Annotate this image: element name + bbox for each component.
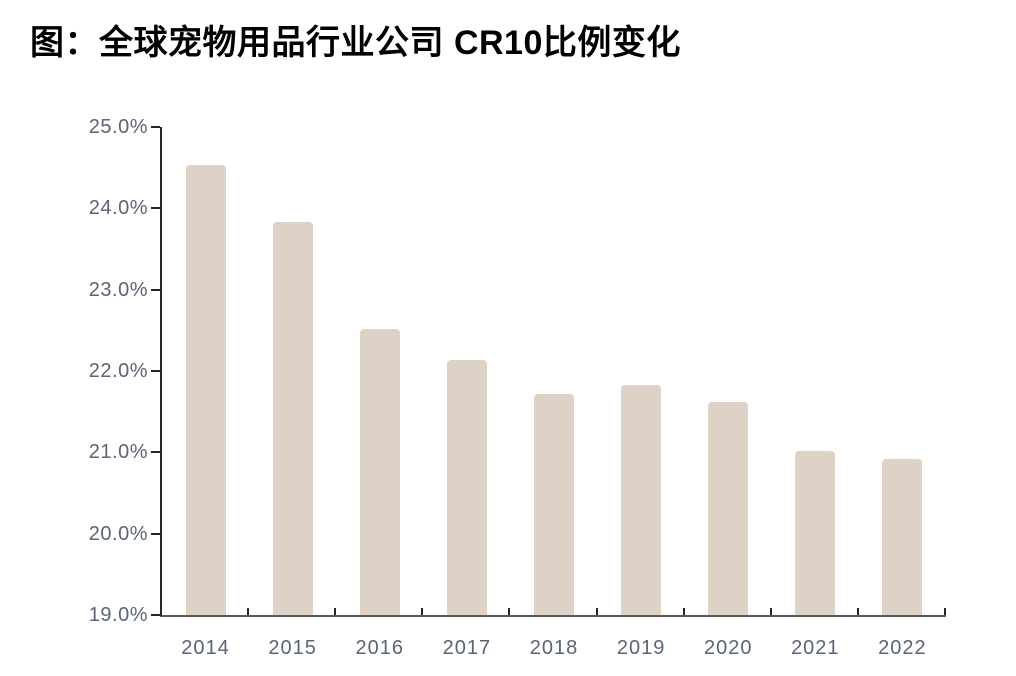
bar-2020: [708, 401, 749, 615]
bar-2022: [882, 458, 923, 615]
chart-title: 图：全球宠物用品行业公司 CR10比例变化: [30, 24, 681, 62]
bar-2019: [621, 384, 662, 615]
y-axis-tick-label: 21.0%: [88, 441, 148, 464]
x-axis-label: 2018: [529, 637, 579, 659]
bar-2021: [795, 450, 836, 615]
bar-2018: [534, 393, 574, 615]
bar-2014: [185, 165, 226, 615]
x-axis-label: 2020: [703, 637, 753, 659]
x-axis-label: 2017: [442, 637, 492, 659]
y-axis-tick: [151, 126, 160, 128]
x-axis-tick: [769, 608, 772, 615]
bar-chart-plot-area: 19.0% 20.0% 21.0% 22.0% 23.0% 24.0% 25.0% 2014 2…: [89, 116, 946, 659]
y-axis-tick-label: 23.0%: [88, 278, 148, 301]
x-axis-tick: [421, 608, 424, 615]
x-axis-tick: [595, 608, 598, 615]
x-axis-tick: [944, 608, 946, 615]
y-axis-tick-label: 20.0%: [88, 522, 148, 545]
x-axis-tick: [856, 608, 859, 615]
y-axis-tick-label: 22.0%: [88, 360, 148, 382]
y-axis-tick: [151, 532, 160, 535]
y-axis-tick-label: 19.0%: [88, 604, 148, 626]
y-axis-tick: [151, 207, 160, 210]
x-axis-label: 2021: [791, 637, 840, 659]
x-axis-tick: [247, 608, 250, 615]
y-axis-tick-label: 25.0%: [88, 116, 148, 138]
x-axis-tick: [334, 608, 337, 615]
x-axis-label: 2015: [268, 637, 317, 659]
y-axis-tick-label: 24.0%: [88, 197, 148, 220]
bar-2015: [272, 222, 313, 615]
x-axis-tick: [682, 608, 685, 615]
x-axis-label: 2019: [616, 637, 666, 659]
x-axis-label: 2022: [878, 637, 927, 659]
x-axis-label: 2016: [355, 637, 405, 659]
x-axis-label: 2014: [181, 637, 230, 659]
bar-2017: [446, 360, 487, 615]
y-axis-tick: [151, 614, 160, 616]
y-axis-tick: [151, 288, 160, 291]
y-axis-tick: [151, 370, 160, 372]
y-axis-tick: [151, 451, 160, 454]
bar-2016: [359, 328, 400, 615]
x-axis-tick: [508, 608, 511, 615]
